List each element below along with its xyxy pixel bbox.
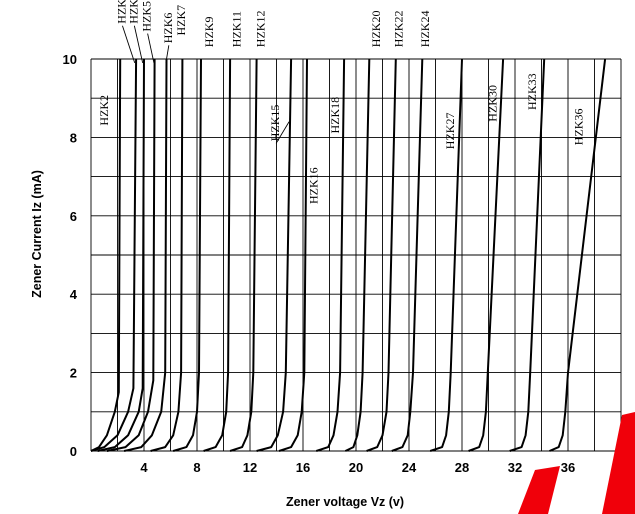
series-label-hzk3: HZK3 bbox=[115, 0, 129, 24]
series-line bbox=[315, 58, 346, 452]
y-tick-label: 6 bbox=[70, 209, 77, 224]
series-label-hzk12: HZK12 bbox=[254, 11, 268, 48]
series-line bbox=[106, 58, 156, 452]
y-tick-label: 4 bbox=[70, 287, 78, 302]
x-tick-label: 16 bbox=[296, 460, 310, 475]
series-line bbox=[278, 58, 308, 452]
x-axis-title: Zener voltage Vz (v) bbox=[286, 495, 404, 509]
series-label-hzk22: HZK22 bbox=[391, 11, 405, 48]
y-axis-title: Zener Current Iz (mA) bbox=[30, 170, 44, 298]
y-tick-label: 2 bbox=[70, 366, 77, 381]
series-label-hzk9: HZK9 bbox=[202, 17, 216, 48]
series-line bbox=[90, 58, 138, 452]
x-tick-label: 32 bbox=[508, 460, 522, 475]
series-line bbox=[509, 58, 546, 452]
series-label-hzk20: HZK20 bbox=[369, 11, 383, 48]
label-leader-line bbox=[133, 25, 144, 64]
series-line bbox=[549, 58, 607, 452]
y-tick-label: 10 bbox=[63, 52, 77, 67]
x-tick-label: 12 bbox=[243, 460, 257, 475]
series-label-hzk30: HZK30 bbox=[485, 85, 499, 122]
series-label-hzk15: HZK15 bbox=[268, 105, 282, 142]
series-label-hzk24: HZK24 bbox=[418, 11, 432, 48]
series-label-hzk11: HZK11 bbox=[230, 11, 244, 47]
series-label-hzk6: HZK6 bbox=[161, 13, 175, 44]
series-label-hzk2: HZK2 bbox=[97, 95, 111, 126]
x-tick-label: 24 bbox=[402, 460, 417, 475]
x-tick-label: 36 bbox=[561, 460, 575, 475]
series-label-hzk16: HZK16 bbox=[307, 167, 321, 204]
series-label-hzk18: HZK18 bbox=[328, 97, 342, 134]
series-label-hzk33: HZK33 bbox=[525, 73, 539, 110]
series-line bbox=[97, 58, 145, 452]
series-line bbox=[150, 58, 184, 452]
label-leader-line bbox=[122, 25, 136, 64]
series-label-hzk36: HZK36 bbox=[572, 109, 586, 146]
x-tick-label: 20 bbox=[349, 460, 363, 475]
series-line bbox=[229, 58, 258, 452]
series-line bbox=[391, 58, 424, 452]
series-label-hzk27: HZK27 bbox=[443, 113, 457, 150]
series-line bbox=[366, 58, 397, 452]
y-tick-label: 8 bbox=[70, 130, 77, 145]
series-line bbox=[429, 58, 463, 452]
label-leader-line bbox=[275, 121, 290, 144]
label-leader-line bbox=[165, 45, 170, 63]
series-label-hzk4: HZK4 bbox=[126, 0, 140, 24]
series-label-hzk5: HZK5 bbox=[140, 1, 154, 32]
decorative-red-stripe bbox=[518, 412, 635, 514]
x-tick-label: 28 bbox=[455, 460, 469, 475]
series-line bbox=[468, 58, 505, 452]
grid bbox=[90, 58, 622, 452]
x-tick-label: 4 bbox=[140, 460, 148, 475]
series-line bbox=[172, 58, 202, 452]
curves bbox=[90, 58, 607, 452]
series-line bbox=[203, 58, 232, 452]
series-label-hzk7: HZK7 bbox=[174, 5, 188, 36]
series-line bbox=[123, 58, 168, 452]
y-tick-label: 0 bbox=[70, 444, 77, 459]
label-leader-line bbox=[147, 33, 155, 64]
series-line bbox=[90, 58, 122, 452]
series-line bbox=[256, 58, 293, 452]
x-tick-label: 8 bbox=[193, 460, 200, 475]
series-line bbox=[344, 58, 371, 452]
